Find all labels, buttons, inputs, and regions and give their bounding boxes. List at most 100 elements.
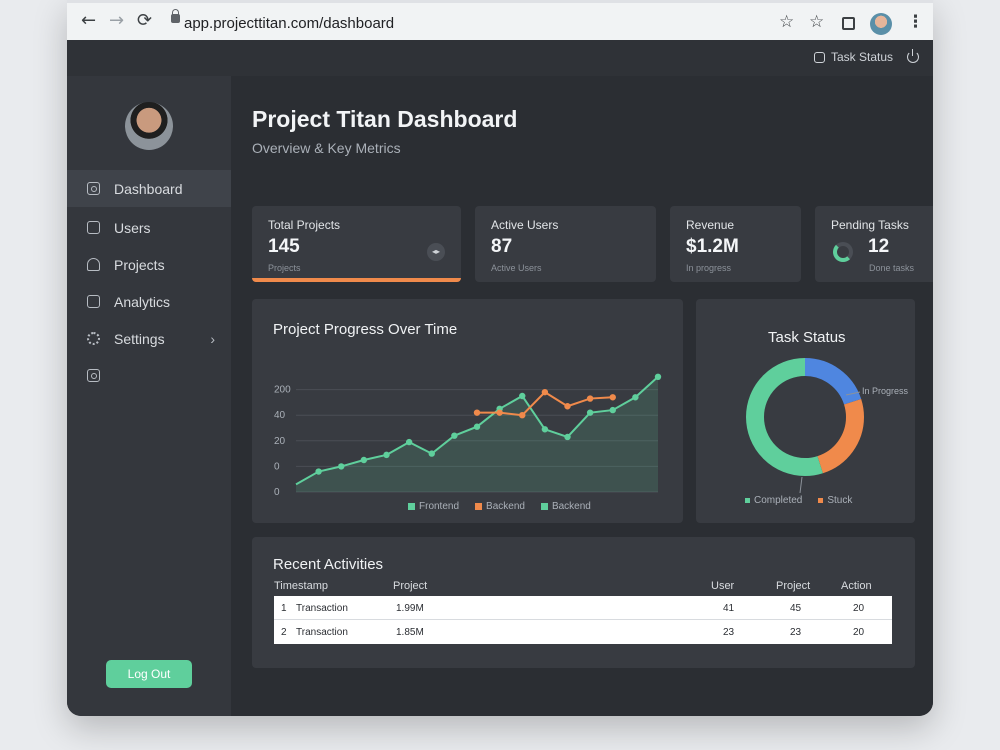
more-options-icon[interactable]: ⋮ [907, 12, 924, 32]
main-content: Project Titan Dashboard Overview & Key M… [231, 76, 933, 716]
donut-legend: Completed Stuck [745, 495, 852, 506]
sidebar-item-users[interactable]: Users [67, 209, 231, 246]
address-bar[interactable]: app.projecttitan.com/dashboard [184, 15, 395, 32]
backend-point[interactable] [564, 403, 571, 410]
frontend-point[interactable] [609, 406, 616, 414]
stat-value: 12 [868, 236, 890, 257]
forward-arrow-icon[interactable]: → [109, 10, 125, 31]
stat-value: $1.2M [686, 236, 739, 257]
column-header[interactable]: User [711, 580, 735, 592]
app-window: ← → ⟳ app.projecttitan.com/dashboard ☆ ☆… [67, 0, 933, 716]
column-header[interactable]: Project [393, 580, 428, 592]
section-title: Recent Activities [273, 556, 384, 573]
task-status-button[interactable]: Task Status [813, 49, 919, 64]
chart-legend: Frontend Backend Backend [408, 501, 591, 512]
chart-title: Task Status [768, 329, 846, 346]
cell-project: 45 [790, 603, 802, 614]
frontend-point[interactable] [654, 373, 662, 380]
backend-point[interactable] [519, 412, 526, 419]
sidebar-item-label: Analytics [114, 293, 171, 310]
column-header[interactable]: Timestamp [274, 580, 328, 592]
stat-label: Revenue [686, 218, 735, 232]
extension-icon[interactable] [842, 17, 855, 30]
cell-amount: 1.85M [396, 627, 424, 638]
column-header[interactable]: Project [776, 580, 811, 592]
pending-ring-icon [833, 242, 853, 262]
y-tick-label: 200 [274, 385, 291, 396]
row-number: 1 [281, 603, 287, 614]
sidebar-item-settings[interactable]: Settings › [67, 320, 231, 357]
logout-button[interactable]: Log Out [106, 660, 192, 688]
expand-icon[interactable]: ◂▸ [427, 243, 445, 261]
frontend-point[interactable] [315, 468, 322, 475]
stat-card-pending-tasks[interactable]: Pending Tasks 12 Done tasks [815, 206, 933, 282]
backend-point[interactable] [473, 409, 481, 416]
back-arrow-icon[interactable]: ← [81, 10, 97, 31]
table-header: Timestamp Project User Project Action [274, 578, 894, 596]
sidebar-item-extra[interactable] [67, 357, 231, 394]
donut-slice-completed[interactable] [746, 358, 864, 476]
cell-name: Transaction [296, 627, 348, 638]
backend-point[interactable] [541, 388, 549, 396]
analytics-icon [87, 295, 100, 308]
page-subtitle: Overview & Key Metrics [252, 140, 401, 156]
y-tick-label: 0 [274, 461, 280, 472]
user-avatar[interactable] [125, 102, 173, 150]
table-row[interactable]: 2 Transaction 1.85M 23 23 20 [274, 620, 892, 644]
legend-item-backend: Backend [475, 501, 525, 512]
frontend-point[interactable] [564, 433, 571, 441]
sidebar-item-projects[interactable]: Projects [67, 246, 231, 283]
backend-point[interactable] [496, 409, 503, 416]
cell-project: 23 [790, 627, 802, 638]
stat-progress-bar [252, 278, 461, 282]
stat-value: 145 [268, 236, 300, 257]
sidebar-item-label: Dashboard [114, 180, 183, 197]
stat-card-total-projects[interactable]: Total Projects 145 Projects ◂▸ [252, 206, 461, 282]
row-number: 2 [281, 627, 287, 638]
gear-icon [87, 332, 100, 345]
reload-icon[interactable]: ⟳ [137, 10, 153, 31]
dashboard-icon [87, 182, 100, 195]
cell-action: 20 [853, 603, 865, 614]
frontend-point[interactable] [360, 456, 368, 464]
frontend-area [296, 376, 658, 492]
bookmark-star-icon[interactable]: ☆ [809, 12, 825, 32]
stat-sublabel: Active Users [491, 263, 542, 273]
frontend-point[interactable] [383, 451, 390, 459]
stat-sublabel: Projects [268, 263, 301, 273]
leader-line [799, 476, 803, 494]
activities-table: 1 Transaction 1.99M 41 45 20 2 Transacti… [274, 596, 892, 644]
task-status-icon [813, 51, 825, 63]
backend-point[interactable] [609, 394, 616, 401]
frontend-point[interactable] [338, 463, 345, 470]
column-header[interactable]: Action [841, 580, 872, 592]
cell-user: 41 [723, 603, 735, 614]
stat-card-active-users[interactable]: Active Users 87 Active Users [475, 206, 656, 282]
task-status-card: Task Status In Progress Completed Stuck [696, 299, 915, 523]
donut-slice-stuck[interactable] [746, 358, 864, 476]
cell-amount: 1.99M [396, 603, 424, 614]
legend-item-completed: Completed [745, 495, 802, 506]
backend-point[interactable] [586, 395, 594, 402]
frontend-point[interactable] [541, 426, 549, 433]
frontend-point[interactable] [451, 432, 458, 439]
sidebar-item-analytics[interactable]: Analytics [67, 283, 231, 320]
frontend-point[interactable] [586, 409, 594, 416]
legend-item-stuck: Stuck [818, 495, 852, 506]
frontend-point[interactable] [473, 423, 481, 430]
profile-avatar-icon[interactable] [870, 13, 892, 35]
donut-chart [746, 358, 864, 494]
frontend-point[interactable] [428, 450, 435, 457]
table-row[interactable]: 1 Transaction 1.99M 41 45 20 [274, 596, 892, 620]
legend-item-frontend: Frontend [408, 501, 459, 512]
chevron-right-icon: › [210, 330, 215, 347]
stat-card-revenue[interactable]: Revenue $1.2M In progress [670, 206, 801, 282]
page-title: Project Titan Dashboard [252, 106, 518, 132]
sidebar-item-dashboard[interactable]: Dashboard [67, 170, 231, 207]
task-status-label: Task Status [830, 50, 893, 64]
star-icon[interactable]: ☆ [779, 12, 795, 32]
frontend-point[interactable] [632, 394, 639, 401]
frontend-point[interactable] [405, 438, 413, 446]
power-icon[interactable] [907, 49, 919, 63]
frontend-point[interactable] [519, 392, 526, 400]
